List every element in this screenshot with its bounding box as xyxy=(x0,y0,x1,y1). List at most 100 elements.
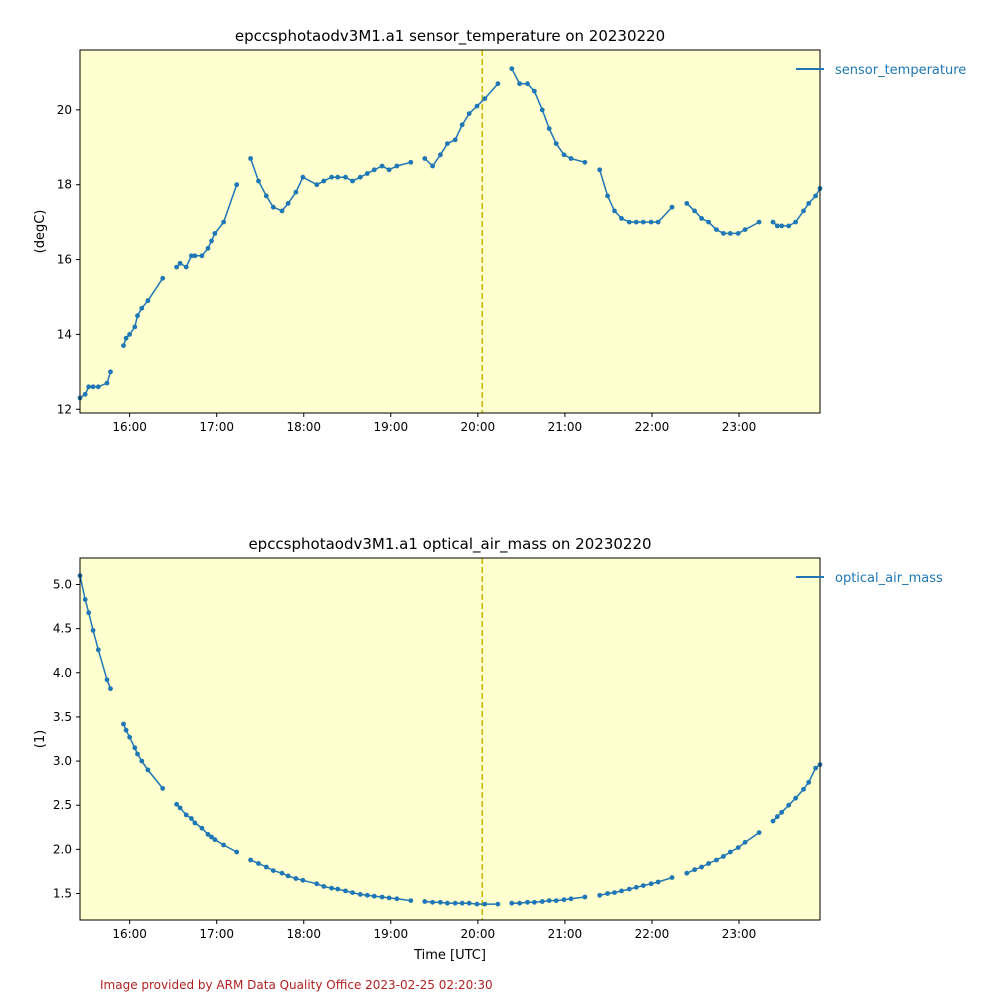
data-point xyxy=(139,305,145,311)
data-point xyxy=(756,830,762,835)
x-tick-label: 18:00 xyxy=(286,420,321,434)
data-point xyxy=(779,809,785,815)
data-point xyxy=(640,219,646,225)
data-point xyxy=(532,899,537,905)
data-point xyxy=(209,834,214,840)
y-tick-label: 5.0 xyxy=(53,577,72,591)
data-point xyxy=(466,111,472,116)
data-point xyxy=(605,193,610,199)
data-point xyxy=(553,898,559,903)
x-tick-label: 16:00 xyxy=(112,420,147,434)
x-tick-label: 17:00 xyxy=(199,927,234,941)
data-point xyxy=(735,845,741,850)
data-point xyxy=(314,182,320,188)
data-point xyxy=(474,901,480,907)
data-point xyxy=(692,867,697,873)
data-point xyxy=(123,335,129,341)
x-tick-label: 19:00 xyxy=(374,927,409,941)
data-point xyxy=(612,208,617,214)
data-point xyxy=(199,253,205,259)
data-point xyxy=(509,900,515,906)
data-point xyxy=(293,189,299,195)
data-point xyxy=(779,223,785,229)
data-point xyxy=(205,832,211,837)
data-point xyxy=(474,103,480,109)
data-point xyxy=(714,227,719,233)
data-point xyxy=(82,597,88,602)
data-point xyxy=(160,275,166,281)
data-point xyxy=(329,174,334,180)
data-point xyxy=(438,152,443,158)
x-tick-label: 22:00 xyxy=(635,420,670,434)
x-tick-label: 23:00 xyxy=(722,420,757,434)
data-point xyxy=(321,178,327,184)
y-tick-label: 4.5 xyxy=(53,622,72,636)
data-point xyxy=(495,901,501,907)
data-point xyxy=(132,324,138,330)
data-point xyxy=(343,174,348,180)
series-line xyxy=(511,896,585,904)
data-point xyxy=(482,901,488,907)
data-point xyxy=(379,894,385,900)
data-point xyxy=(669,204,675,210)
data-point xyxy=(655,879,661,885)
data-point xyxy=(343,888,348,894)
data-point xyxy=(714,857,719,863)
data-point xyxy=(127,332,132,337)
data-point xyxy=(801,786,806,792)
data-point xyxy=(183,264,189,270)
data-point xyxy=(582,894,588,900)
data-point xyxy=(256,178,261,184)
data-point xyxy=(806,201,812,206)
data-point xyxy=(221,219,227,225)
data-point xyxy=(177,260,183,266)
data-point xyxy=(386,167,392,173)
series-line xyxy=(511,68,586,164)
data-point xyxy=(145,298,151,304)
data-point xyxy=(452,900,458,906)
data-point xyxy=(568,896,574,902)
data-point xyxy=(813,193,818,199)
data-point xyxy=(801,208,806,214)
data-point xyxy=(379,163,385,169)
data-point xyxy=(532,88,537,94)
data-point xyxy=(525,81,530,87)
data-point xyxy=(127,734,132,740)
data-point xyxy=(104,677,110,683)
data-point xyxy=(371,893,377,899)
data-point xyxy=(813,765,818,771)
data-point xyxy=(445,141,450,147)
y-tick-label: 16 xyxy=(57,253,72,267)
data-point xyxy=(300,877,306,883)
y-tick-label: 2.0 xyxy=(53,842,72,856)
data-point xyxy=(459,122,465,128)
plot-area xyxy=(80,558,820,920)
data-point xyxy=(248,156,254,161)
chart-sensor-temperature: 16:00 17:00 18:00 19:00 20:00 21:00 22:00 23:00… xyxy=(33,27,966,434)
data-point xyxy=(727,231,733,236)
data-point xyxy=(597,892,603,898)
data-point xyxy=(135,313,140,319)
data-point xyxy=(371,167,377,173)
data-point xyxy=(95,384,101,390)
data-point xyxy=(626,219,632,225)
x-tick-label: 22:00 xyxy=(635,927,670,941)
data-point xyxy=(335,174,341,180)
x-tick-label: 16:00 xyxy=(112,927,147,941)
data-point xyxy=(430,899,435,905)
data-point xyxy=(132,745,138,751)
series-optical-air-mass xyxy=(77,573,823,907)
data-point xyxy=(669,875,675,880)
data-point xyxy=(329,885,334,891)
data-point xyxy=(209,238,214,244)
data-point xyxy=(721,231,726,236)
data-point xyxy=(539,107,545,113)
data-point xyxy=(466,900,472,906)
data-point xyxy=(422,156,428,161)
data-point xyxy=(408,159,414,165)
data-point xyxy=(706,219,711,225)
data-point xyxy=(192,820,198,826)
x-tick-label: 20:00 xyxy=(461,927,496,941)
data-point xyxy=(285,873,291,879)
x-tick-label: 23:00 xyxy=(722,927,757,941)
